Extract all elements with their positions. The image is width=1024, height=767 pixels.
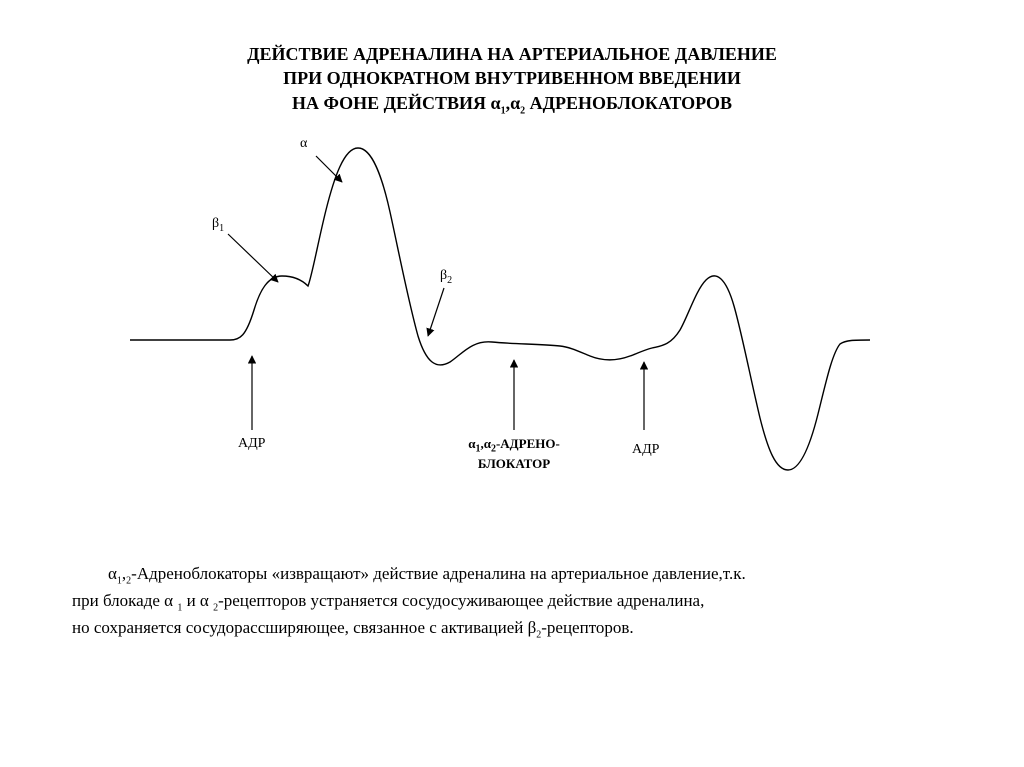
body-paragraph: α1,2-Адреноблокаторы «извращают» действи… xyxy=(72,562,952,643)
chart-area: α β1 β2 АДР α1,α2-АДРЕНО- БЛОКАТОР АДР xyxy=(120,130,880,510)
arrow-alpha xyxy=(316,156,342,182)
arrow-beta1 xyxy=(228,234,278,282)
label-beta2: β2 xyxy=(440,268,452,286)
body-p3-prefix: но сохраняется сосудорассширяющее, связа… xyxy=(72,618,536,637)
arrow-beta2 xyxy=(428,288,444,336)
title-line-3-suffix: АДРЕНОБЛОКАТОРОВ xyxy=(525,93,732,113)
body-p1-text: -Адреноблокаторы «извращают» действие ад… xyxy=(131,564,746,583)
title-line-3-prefix: НА ФОНЕ ДЕЙСТВИЯ α xyxy=(292,93,501,113)
body-p2-text: -рецепторов устраняется сосудосуживающее… xyxy=(218,591,704,610)
title-block: ДЕЙСТВИЕ АДРЕНАЛИНА НА АРТЕРИАЛЬНОЕ ДАВЛ… xyxy=(0,42,1024,118)
title-line-3-mid: ,α xyxy=(506,93,521,113)
page: ДЕЙСТВИЕ АДРЕНАЛИНА НА АРТЕРИАЛЬНОЕ ДАВЛ… xyxy=(0,0,1024,767)
title-line-1: ДЕЙСТВИЕ АДРЕНАЛИНА НА АРТЕРИАЛЬНОЕ ДАВЛ… xyxy=(0,42,1024,66)
label-alpha: α xyxy=(300,136,307,154)
label-adr-2: АДР xyxy=(632,442,659,458)
label-blocker: α1,α2-АДРЕНО- БЛОКАТОР xyxy=(444,436,584,471)
body-p1-alpha: α xyxy=(108,564,117,583)
title-line-3: НА ФОНЕ ДЕЙСТВИЯ α1,α2 АДРЕНОБЛОКАТОРОВ xyxy=(0,91,1024,118)
body-p2-prefix: при блокаде α xyxy=(72,591,177,610)
title-line-2: ПРИ ОДНОКРАТНОМ ВНУТРИВЕННОМ ВВЕДЕНИИ xyxy=(0,66,1024,90)
curve-path xyxy=(130,148,870,470)
label-beta1: β1 xyxy=(212,216,224,234)
body-p3-text: -рецепторов. xyxy=(541,618,633,637)
label-adr-1: АДР xyxy=(238,436,265,452)
